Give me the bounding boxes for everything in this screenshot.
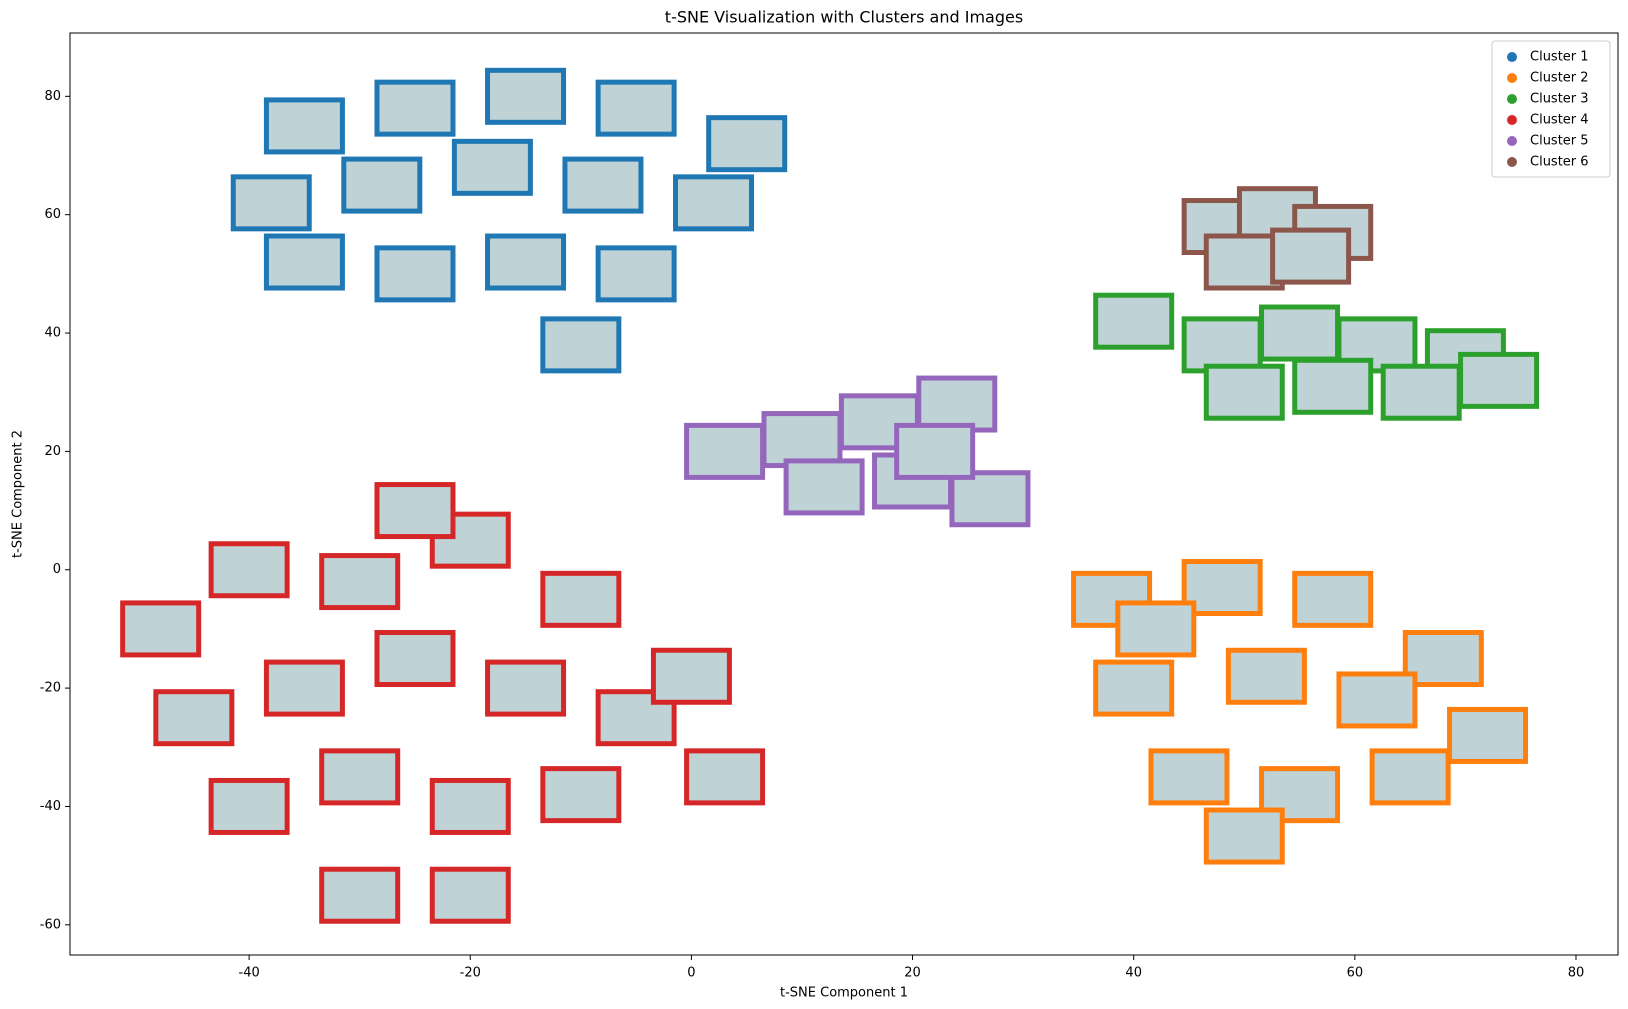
image-thumbnail	[374, 245, 456, 303]
chart-title: t-SNE Visualization with Clusters and Im…	[665, 8, 1023, 27]
legend-label: Cluster 3	[1530, 92, 1589, 107]
legend-label: Cluster 4	[1530, 113, 1589, 128]
image-thumbnail	[1270, 227, 1352, 285]
x-tick-label: 20	[904, 966, 921, 981]
image-thumbnail	[1369, 748, 1451, 806]
image-thumbnail	[485, 659, 567, 717]
image-thumbnail	[1181, 316, 1263, 374]
image-thumbnail	[684, 422, 766, 480]
y-tick-label: -40	[40, 799, 61, 814]
image-thumbnail	[761, 411, 843, 469]
y-tick-label: 80	[44, 89, 61, 104]
image-thumbnail	[1203, 233, 1285, 291]
image-thumbnail	[540, 570, 622, 628]
image-thumbnail	[1115, 600, 1197, 658]
image-thumbnail	[894, 422, 976, 480]
image-thumbnail	[319, 866, 401, 924]
image-thumbnail	[1225, 647, 1307, 705]
image-thumbnail	[1093, 292, 1175, 350]
image-thumbnail	[540, 766, 622, 824]
image-thumbnail	[319, 748, 401, 806]
x-tick-label: 40	[1125, 966, 1142, 981]
image-thumbnail	[208, 541, 290, 599]
image-thumbnail	[374, 482, 456, 540]
legend-marker	[1507, 157, 1517, 167]
legend-marker	[1507, 136, 1517, 146]
image-thumbnail	[319, 553, 401, 611]
image-thumbnail	[153, 689, 235, 747]
image-thumbnail	[706, 115, 788, 173]
image-thumbnail	[263, 659, 345, 717]
image-thumbnail	[1402, 630, 1484, 688]
image-thumbnail	[120, 600, 202, 658]
image-thumbnail	[485, 67, 567, 125]
legend-label: Cluster 6	[1530, 155, 1589, 170]
y-tick-label: -60	[40, 917, 61, 932]
y-tick-label: 40	[44, 326, 61, 341]
image-thumbnail	[341, 156, 423, 214]
legend-marker	[1507, 52, 1517, 62]
plot-frame	[69, 32, 1619, 956]
image-thumbnail	[684, 748, 766, 806]
image-thumbnail	[1093, 659, 1175, 717]
image-thumbnail	[374, 630, 456, 688]
image-thumbnail	[429, 777, 511, 835]
x-tick-label: 80	[1568, 966, 1585, 981]
x-tick-label: 60	[1347, 966, 1364, 981]
image-thumbnail	[1447, 706, 1529, 764]
image-thumbnail	[1259, 304, 1341, 362]
legend-marker	[1507, 73, 1517, 83]
image-thumbnail	[1336, 671, 1418, 729]
image-thumbnail	[595, 79, 677, 137]
image-thumbnail	[263, 97, 345, 155]
legend-label: Cluster 5	[1530, 134, 1589, 149]
image-thumbnail	[1380, 363, 1462, 421]
y-tick-label: 0	[53, 562, 61, 577]
image-thumbnail	[1458, 351, 1540, 409]
image-thumbnail	[949, 470, 1031, 528]
image-thumbnail	[540, 316, 622, 374]
x-tick-label: -40	[239, 966, 260, 981]
image-thumbnail	[1203, 363, 1285, 421]
image-thumbnail	[1292, 357, 1374, 415]
image-thumbnail	[650, 647, 732, 705]
y-tick-label: 20	[44, 444, 61, 459]
image-thumbnail	[562, 156, 644, 214]
image-thumbnail	[1148, 748, 1230, 806]
image-thumbnail	[374, 79, 456, 137]
image-thumbnail	[263, 233, 345, 291]
image-thumbnail	[485, 233, 567, 291]
image-thumbnail	[916, 375, 998, 433]
image-thumbnail	[429, 866, 511, 924]
y-tick-label: 60	[44, 207, 61, 222]
image-thumbnail	[1203, 807, 1285, 865]
image-thumbnail	[783, 458, 865, 516]
x-tick-label: -20	[460, 966, 481, 981]
legend-marker	[1507, 94, 1517, 104]
legend-box	[1491, 40, 1611, 178]
image-thumbnail	[230, 174, 312, 232]
legend-label: Cluster 2	[1530, 71, 1589, 86]
image-thumbnail	[1181, 559, 1263, 617]
image-thumbnail	[595, 245, 677, 303]
image-thumbnail	[1292, 570, 1374, 628]
legend-marker	[1507, 115, 1517, 125]
y-axis-label: t-SNE Component 2	[11, 430, 26, 558]
x-tick-label: 0	[687, 966, 695, 981]
image-thumbnail	[208, 777, 290, 835]
legend-label: Cluster 1	[1530, 50, 1589, 65]
x-axis-label: t-SNE Component 1	[780, 986, 908, 1001]
image-thumbnail	[673, 174, 755, 232]
y-tick-label: -20	[40, 681, 61, 696]
image-thumbnail	[451, 138, 533, 196]
